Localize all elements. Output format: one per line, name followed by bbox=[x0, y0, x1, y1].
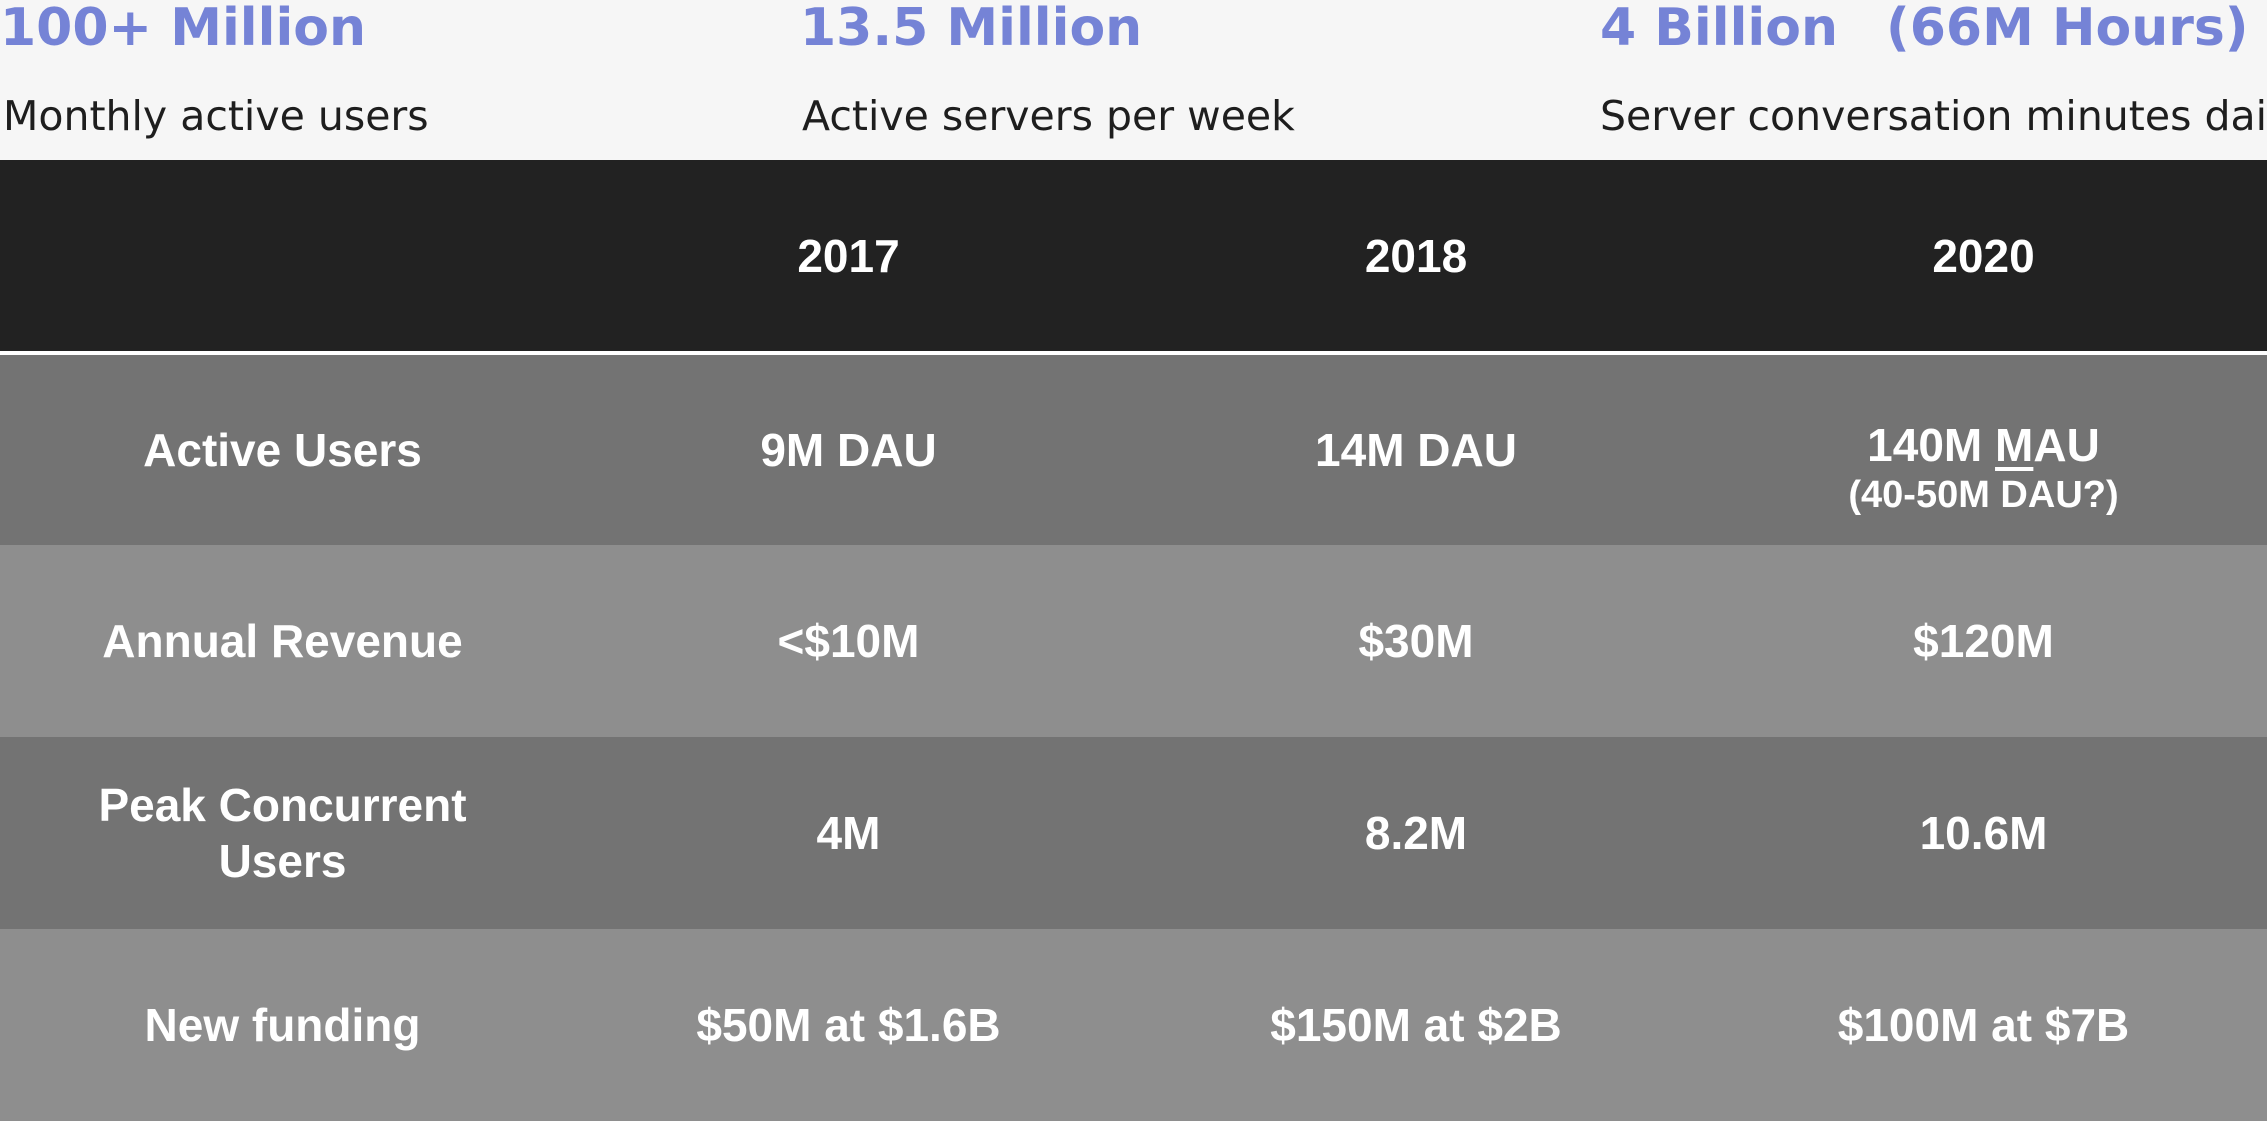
table-cell: $100M at $7B bbox=[1837, 999, 2130, 1051]
cell-sub-note: (40-50M DAU?) bbox=[1848, 474, 2119, 516]
table-cell: 8.2M bbox=[1364, 807, 1468, 859]
growth-table: 2017 2018 2020 Active Users 9M DAU 14M D… bbox=[0, 160, 2267, 1121]
cell-main: 140M MAU bbox=[1867, 419, 2100, 471]
table-cell: 10.6M bbox=[1919, 807, 2048, 859]
table-cell: $30M bbox=[1358, 615, 1474, 667]
header-cell-year: 2018 bbox=[1364, 229, 1468, 282]
table-cell: 140M MAU (40-50M DAU?) bbox=[1700, 355, 2267, 545]
header-cell-empty bbox=[0, 160, 565, 351]
row-label: Peak Concurrent Users bbox=[98, 779, 467, 887]
stat-label: Server conversation minutes daily bbox=[1600, 92, 2267, 140]
table-cell: $50M at $1.6B bbox=[696, 999, 1001, 1051]
underlined-letter: M bbox=[1995, 419, 2034, 471]
stat-label: Monthly active users bbox=[3, 92, 429, 140]
header-cell-year: 2017 bbox=[797, 229, 900, 282]
row-label: New funding bbox=[144, 999, 421, 1051]
header-cell-year: 2020 bbox=[1932, 229, 2035, 282]
table-row-active-users: Active Users 9M DAU 14M DAU 140M MAU (40… bbox=[0, 355, 2267, 545]
stat-value: 13.5 Million bbox=[800, 0, 1143, 58]
stat-label: Active servers per week bbox=[802, 92, 1295, 140]
stat-value-extra: (66M Hours) bbox=[1885, 0, 2249, 58]
table-cell: 14M DAU bbox=[1315, 424, 1517, 476]
table-row-peak-concurrent-users: Peak Concurrent Users 4M 8.2M 10.6M bbox=[0, 737, 2267, 929]
table-row-annual-revenue: Annual Revenue <$10M $30M $120M bbox=[0, 545, 2267, 737]
header-divider bbox=[0, 351, 2267, 355]
stat-value: 100+ Million bbox=[0, 0, 367, 58]
table-cell: <$10M bbox=[777, 615, 920, 667]
table-header-row: 2017 2018 2020 bbox=[0, 160, 2267, 351]
stats-banner: 100+ Million Monthly active users 13.5 M… bbox=[0, 0, 2267, 160]
table-cell: $120M bbox=[1913, 615, 2054, 667]
table-row-new-funding: New funding $50M at $1.6B $150M at $2B $… bbox=[0, 929, 2267, 1121]
table-cell: 4M bbox=[816, 807, 881, 859]
row-label: Annual Revenue bbox=[102, 615, 463, 667]
row-label: Active Users bbox=[143, 424, 422, 476]
table-cell: $150M at $2B bbox=[1270, 999, 1562, 1051]
table-cell: 9M DAU bbox=[760, 424, 937, 476]
stat-value: 4 Billion (66M Hours) bbox=[1600, 0, 2249, 58]
